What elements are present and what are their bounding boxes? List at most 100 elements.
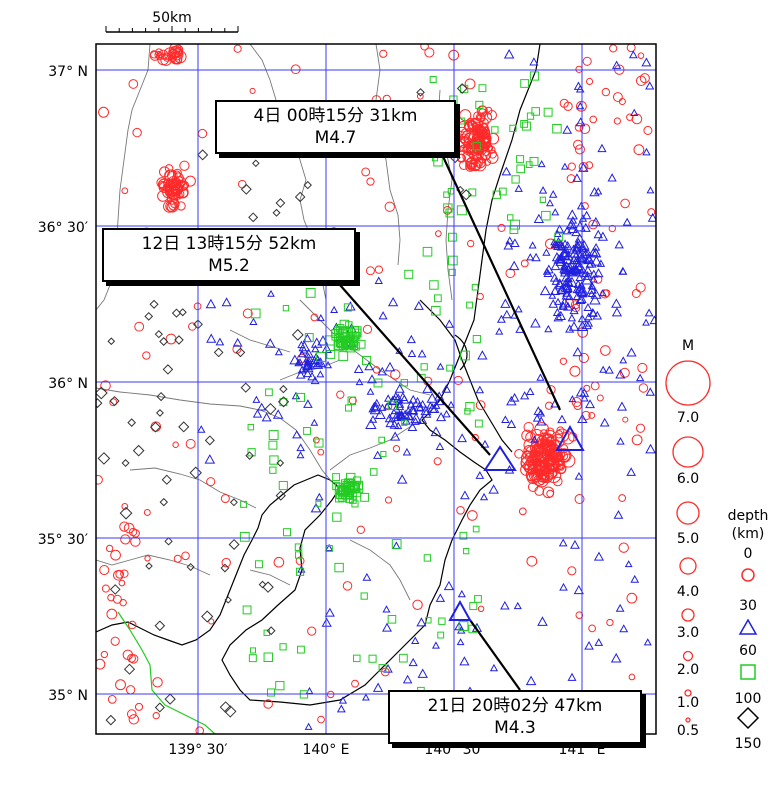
shallow-quake-circle — [365, 266, 375, 276]
deepest-quake-diamond — [127, 418, 136, 427]
deep-quake-square — [554, 232, 563, 242]
mid-depth-quake-triangle — [402, 447, 412, 456]
mid-depth-quake-triangle — [311, 352, 321, 361]
shallow-quake-circle — [310, 313, 319, 322]
mid-depth-quake-triangle — [590, 288, 602, 299]
mid-depth-quake-triangle — [480, 439, 490, 448]
shallow-quake-circle — [534, 486, 545, 496]
shallow-quake-circle — [185, 438, 196, 449]
shallow-quake-circle — [608, 224, 616, 233]
deep-quake-square — [335, 324, 345, 333]
deepest-quake-diamond — [156, 409, 164, 417]
shallow-quake-circle — [582, 56, 592, 66]
deep-quake-square — [401, 419, 408, 426]
mid-depth-quake-triangle — [626, 467, 636, 476]
mid-depth-quake-triangle — [505, 236, 515, 245]
mid-depth-quake-triangle — [456, 638, 465, 646]
shallow-quake-circle — [362, 324, 373, 334]
mid-depth-quake-triangle — [581, 320, 592, 330]
mid-depth-quake-triangle — [582, 265, 593, 275]
mid-depth-quake-triangle — [593, 268, 604, 278]
mid-depth-quake-triangle — [365, 418, 377, 429]
shallow-quake-circle — [526, 555, 538, 567]
mid-depth-quake-triangle — [411, 396, 423, 407]
deepest-quake-diamond — [272, 208, 281, 217]
shallow-quake-circle — [534, 472, 550, 488]
deep-quake-square — [332, 512, 342, 522]
deep-quake-square — [380, 450, 387, 458]
mid-depth-quake-triangle — [575, 117, 586, 127]
mid-depth-quake-triangle — [435, 442, 445, 450]
magnitude-symbol — [681, 608, 695, 622]
shallow-quake-circle — [527, 462, 536, 470]
magnitude-symbol — [682, 650, 694, 662]
mid-depth-quake-triangle — [302, 333, 313, 343]
shallow-quake-circle — [173, 170, 181, 179]
deepest-quake-diamond — [248, 212, 259, 223]
shallow-quake-circle — [197, 128, 208, 139]
shallow-quake-circle — [110, 636, 120, 646]
shallow-quake-circle — [113, 570, 124, 581]
shallow-quake-circle — [142, 351, 151, 360]
deep-quake-square — [447, 255, 458, 266]
mid-depth-quake-triangle — [252, 395, 261, 403]
deep-quake-square — [543, 107, 553, 117]
mid-depth-quake-triangle — [584, 254, 595, 264]
deep-quake-square — [294, 543, 303, 551]
depth-legend: depth (km) 0 30 60 100 150 — [728, 508, 769, 752]
mid-depth-quake-triangle — [321, 617, 332, 627]
mid-depth-quake-triangle — [565, 292, 574, 301]
deep-quake-square — [474, 419, 483, 428]
deepest-quake-diamond — [121, 459, 130, 468]
shallow-quake-circle — [128, 714, 140, 725]
magnitude-symbol — [684, 689, 692, 697]
magnitude-legend: M 7.0 6.0 5.0 4.0 3.0 2.0 1.0 0.5 — [665, 338, 711, 739]
mid-depth-quake-triangle — [489, 663, 499, 672]
deep-quake-square — [520, 119, 529, 128]
mid-depth-quake-triangle — [393, 410, 405, 422]
lon-label: 141° E — [558, 742, 605, 758]
deep-quake-square — [254, 560, 263, 569]
magnitude-label: 0.5 — [677, 723, 699, 739]
deep-quake-square — [443, 191, 450, 198]
mid-depth-quake-triangle — [583, 248, 593, 257]
shallow-quake-circle — [384, 201, 395, 212]
shallow-quake-circle — [467, 120, 478, 131]
deep-quake-square — [269, 466, 277, 474]
deep-quake-square — [539, 196, 547, 203]
mid-depth-quake-triangle — [513, 601, 522, 610]
shallow-quake-circle — [578, 352, 590, 364]
shallow-quake-circle — [626, 113, 634, 121]
deep-quake-square — [265, 388, 273, 397]
deepest-quake-diamond — [154, 702, 165, 713]
shallow-quake-circle — [544, 464, 553, 472]
mid-depth-quake-triangle — [645, 81, 655, 90]
shallow-quake-circle — [622, 416, 629, 423]
deep-quake-square — [472, 142, 481, 151]
mid-depth-quake-triangle — [384, 413, 395, 423]
mid-depth-quake-triangle — [496, 314, 506, 323]
shallow-quake-circle — [134, 702, 144, 711]
deepest-quake-diamond — [96, 386, 108, 400]
shallow-quake-circle — [361, 167, 371, 177]
shallow-quake-circle — [459, 109, 472, 122]
shallow-quake-circle — [127, 653, 136, 663]
shallow-quake-circle — [237, 179, 247, 189]
shallow-quake-circle — [631, 288, 641, 298]
lon-label: 139° 30′ — [168, 742, 227, 758]
mid-depth-quake-triangle — [310, 418, 319, 426]
shallow-quake-circle — [575, 65, 583, 73]
shallow-quake-circle — [476, 113, 486, 123]
deep-quake-square — [331, 329, 340, 339]
shallow-quake-circle — [249, 87, 256, 94]
mid-depth-quake-triangle — [378, 311, 388, 320]
deep-quake-square — [468, 188, 477, 197]
mid-depth-quake-triangle — [537, 160, 546, 168]
shallow-quake-circle — [115, 679, 126, 691]
shallow-quake-circle — [208, 618, 215, 625]
mid-depth-quake-triangle — [550, 261, 561, 271]
mid-depth-quake-triangle — [296, 443, 306, 452]
shallow-quake-circle — [109, 398, 118, 407]
shallow-quake-circle — [105, 544, 114, 553]
shallow-quake-circle — [557, 463, 565, 471]
